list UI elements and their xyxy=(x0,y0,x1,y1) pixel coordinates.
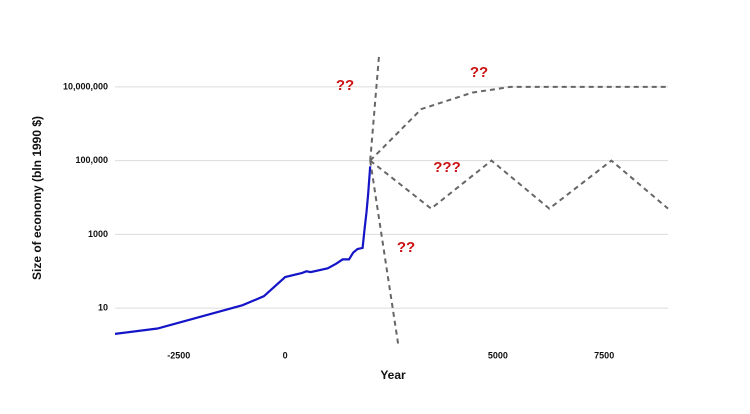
y-tick-label: 10,000,000 xyxy=(63,81,108,91)
y-tick-label: 1000 xyxy=(88,229,108,239)
x-axis-title: Year xyxy=(380,368,406,382)
annotation: ?? xyxy=(397,239,415,256)
projection-line xyxy=(369,160,400,346)
projection-line xyxy=(369,159,669,210)
y-tick-label: 10 xyxy=(98,303,108,313)
annotation: ?? xyxy=(470,64,488,81)
data-line xyxy=(114,166,372,335)
x-tick-label: 0 xyxy=(283,350,288,360)
annotation: ?? xyxy=(336,77,354,94)
annotation: ??? xyxy=(433,159,461,176)
y-tick-label: 100,000 xyxy=(75,155,108,165)
y-axis-title: Size of economy (bln 1990 $) xyxy=(30,116,44,280)
x-tick-label: 5000 xyxy=(488,350,508,360)
projection-line xyxy=(369,53,381,161)
x-tick-label: -2500 xyxy=(167,350,190,360)
x-tick-label: 7500 xyxy=(594,350,614,360)
projection-line xyxy=(369,85,668,162)
